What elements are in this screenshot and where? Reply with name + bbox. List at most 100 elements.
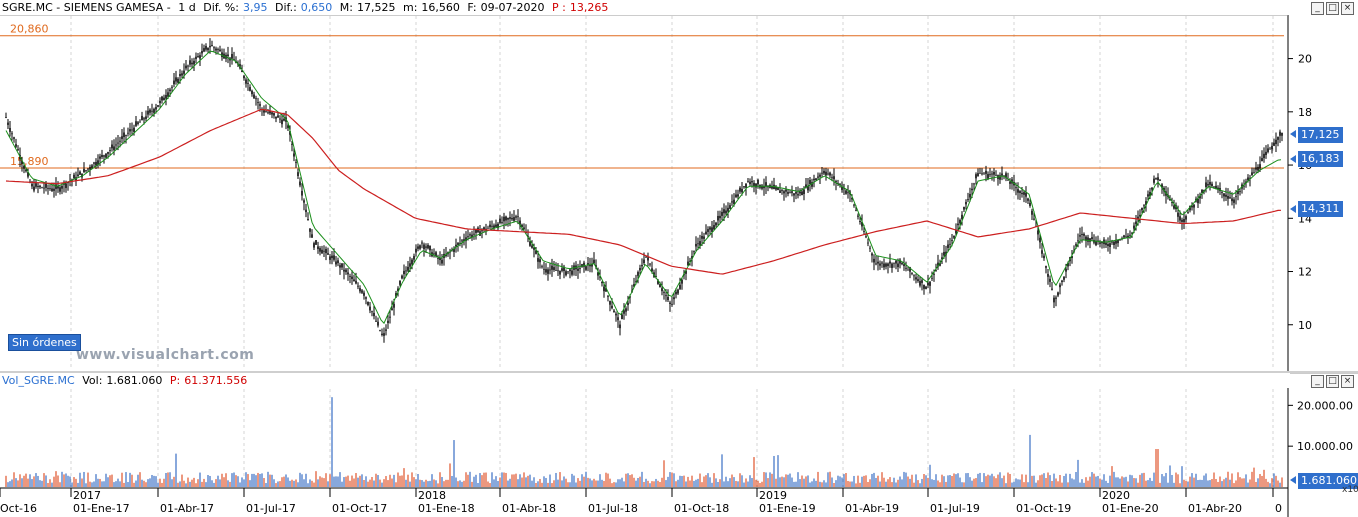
candle-body <box>909 267 911 272</box>
candle-body <box>277 115 279 118</box>
candle-body <box>45 183 47 188</box>
candle-body <box>747 180 749 182</box>
candle-body <box>1065 268 1067 272</box>
candle-body <box>407 266 409 271</box>
candle-body <box>639 267 641 271</box>
candle-body <box>37 186 39 188</box>
candle-body <box>1199 195 1201 199</box>
candle-body <box>317 246 319 249</box>
candle-body <box>1091 237 1093 240</box>
candle-body <box>153 108 155 113</box>
candle-body <box>121 136 123 139</box>
candle-body <box>253 94 255 99</box>
candle-body <box>989 174 991 176</box>
candle-body <box>1261 158 1263 162</box>
candle-body <box>41 187 43 189</box>
candle-body <box>735 194 737 198</box>
candle-body <box>561 268 563 271</box>
candle-body <box>1025 192 1027 197</box>
candle-body <box>853 204 855 206</box>
candle-body <box>177 78 179 83</box>
candle-body <box>365 297 367 299</box>
candle-body <box>1085 236 1087 241</box>
close-button[interactable]: × <box>1341 375 1354 388</box>
candle-body <box>197 56 199 58</box>
candle-body <box>891 263 893 268</box>
volume-vol-value: 1.681.060 <box>106 374 163 387</box>
x-tick-label-0: Oct-16 <box>0 502 37 515</box>
maximize-button[interactable]: □ <box>1326 375 1339 388</box>
candle-body <box>565 271 567 276</box>
candle-body <box>119 140 121 142</box>
candle-body <box>1141 207 1143 211</box>
price-label: P : <box>552 1 566 14</box>
candle-body <box>937 262 939 267</box>
candle-body <box>921 280 923 283</box>
candle-body <box>893 262 895 264</box>
candle-body <box>295 161 297 163</box>
candle-body <box>771 186 773 189</box>
candle-body <box>421 242 423 244</box>
candle-body <box>617 317 619 321</box>
candle-body <box>549 269 551 271</box>
candle-body <box>879 263 881 266</box>
candle-body <box>471 234 473 238</box>
candle-body <box>951 240 953 241</box>
candle-body <box>901 262 903 265</box>
candle-body <box>551 265 553 270</box>
candle-body <box>49 188 51 190</box>
sin-ordenes-button[interactable]: Sin órdenes <box>8 334 81 351</box>
candle-body <box>347 272 349 275</box>
candle-body <box>799 191 801 194</box>
candle-body <box>677 289 679 294</box>
candle-body <box>977 173 979 177</box>
pane-separator[interactable] <box>0 371 1358 373</box>
candle-body <box>821 172 823 174</box>
candle-body <box>93 162 95 164</box>
minimize-button[interactable]: _ <box>1311 375 1324 388</box>
candle-body <box>1187 212 1189 214</box>
candle-body <box>533 247 535 250</box>
x-tick-label-7: 01-Jul-18 <box>588 502 638 515</box>
candle-body <box>535 250 537 254</box>
year-label-3: 2020 <box>1102 489 1130 502</box>
candle-body <box>811 182 813 187</box>
candle-body <box>833 176 835 180</box>
candle-body <box>481 230 483 232</box>
candle-body <box>1213 186 1215 188</box>
candle-body <box>1217 187 1219 190</box>
candle-body <box>115 144 117 146</box>
candle-body <box>1041 250 1043 254</box>
max-value: 17,525 <box>356 1 396 14</box>
candle-body <box>707 229 709 232</box>
candle-body <box>1205 182 1207 187</box>
close-button[interactable]: × <box>1341 2 1354 15</box>
candle-body <box>1003 175 1005 177</box>
candle-body <box>413 256 415 260</box>
candle-body <box>487 227 489 229</box>
candle-body <box>1047 273 1049 277</box>
candle-body <box>749 181 751 185</box>
candle-body <box>589 264 591 267</box>
candle-body <box>495 224 497 227</box>
candle-body <box>539 259 541 263</box>
minimize-button[interactable]: _ <box>1311 2 1324 15</box>
candle-body <box>543 268 545 270</box>
candle-body <box>363 292 365 296</box>
maximize-button[interactable]: □ <box>1326 2 1339 15</box>
candle-body <box>1279 131 1281 136</box>
candle-body <box>199 55 201 59</box>
candle-body <box>385 329 387 331</box>
candle-body <box>183 70 185 74</box>
candle-body <box>1277 136 1279 140</box>
hline-label-top: 20,860 <box>10 23 49 36</box>
candle-body <box>765 182 767 187</box>
candle-body <box>1159 179 1161 181</box>
candle-body <box>817 176 819 178</box>
candle-body <box>999 175 1001 180</box>
candle-body <box>79 171 81 175</box>
candle-body <box>545 269 547 273</box>
candle-body <box>77 174 79 176</box>
candle-body <box>343 269 345 272</box>
x-tick-label-10: 01-Abr-19 <box>845 502 899 515</box>
